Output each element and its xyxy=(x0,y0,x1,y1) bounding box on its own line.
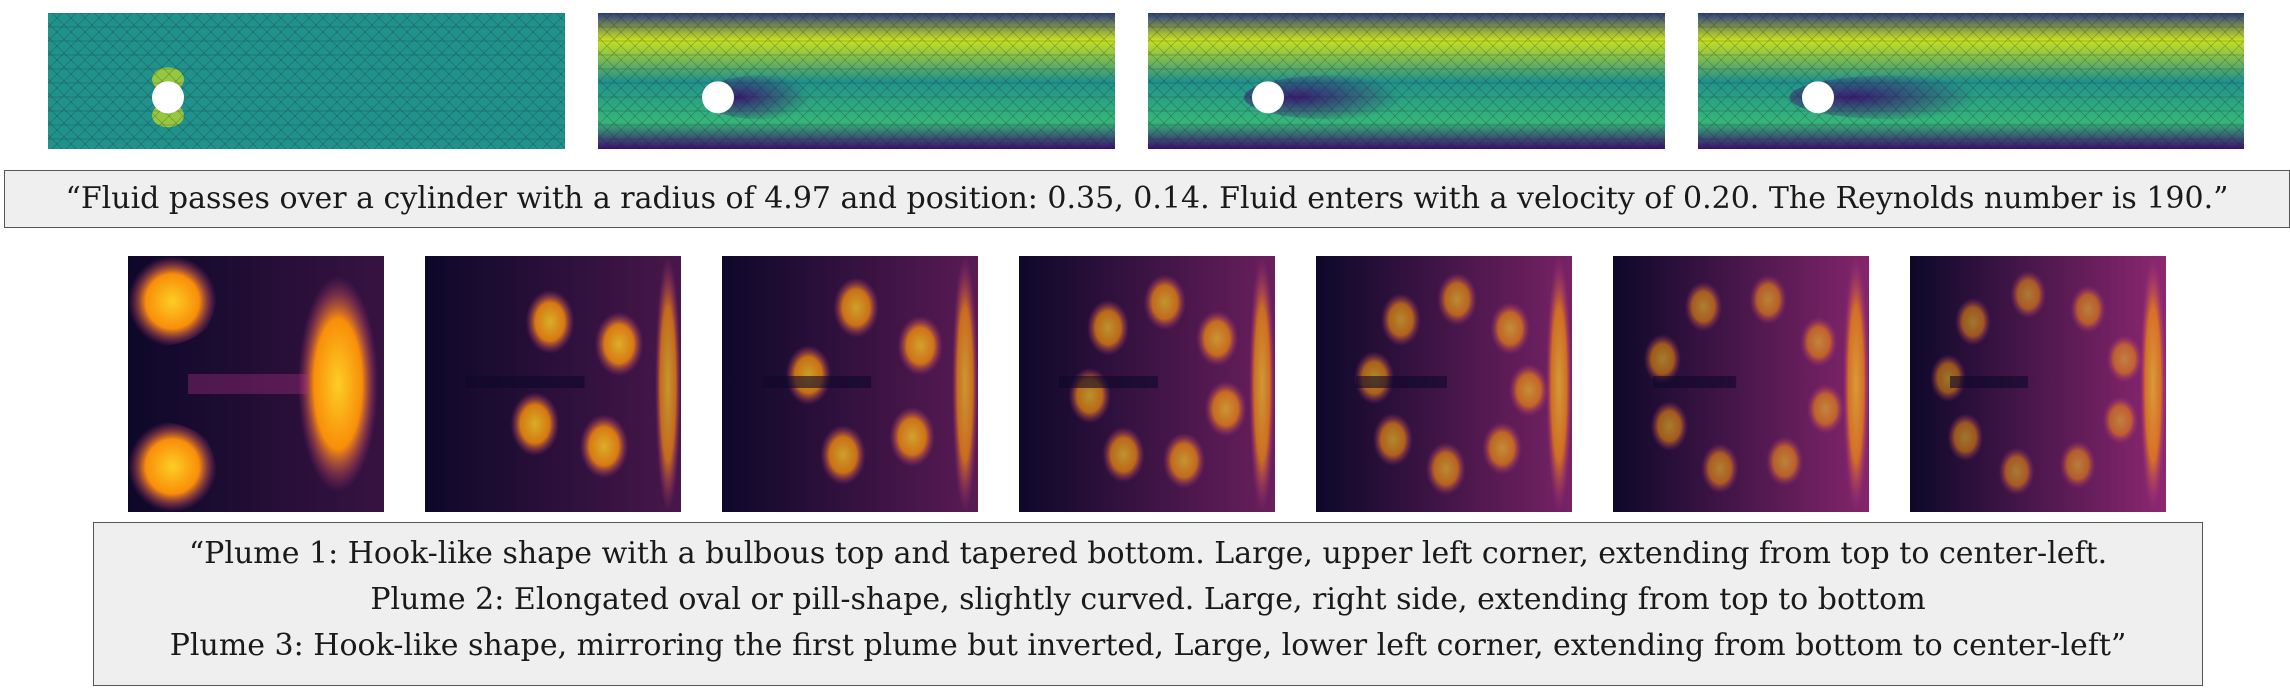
plume-swirl xyxy=(1799,316,1838,367)
plume-swirl xyxy=(525,289,575,354)
plume-stem xyxy=(1059,376,1158,388)
plume-swirl xyxy=(510,391,560,456)
plume-swirl xyxy=(2106,334,2143,383)
plume-swirl xyxy=(1102,426,1145,483)
plume-frame-1 xyxy=(128,256,384,512)
plume-swirl xyxy=(579,414,629,479)
plume-frame-4 xyxy=(1019,256,1275,512)
plume-swirl xyxy=(1372,413,1413,467)
plume-swirl xyxy=(1068,367,1111,424)
plume-swirl xyxy=(1806,383,1845,434)
mesh xyxy=(1698,13,2244,149)
plume-swirl xyxy=(2070,285,2107,334)
plume-swirl xyxy=(1701,443,1739,494)
plume-swirl xyxy=(2010,270,2047,319)
cylinder-obstacle xyxy=(1802,81,1834,114)
wake-region xyxy=(1789,75,1999,120)
plume-right-wall xyxy=(1249,256,1275,512)
plume-caption-line-2: Plume 2: Elongated oval or pill-shape, s… xyxy=(370,582,1926,617)
plume-swirl xyxy=(1195,310,1239,367)
plume-swirl xyxy=(1508,363,1549,417)
plume-2-pill xyxy=(298,276,378,492)
plume-swirl xyxy=(1425,442,1466,496)
flow-field xyxy=(598,13,1115,149)
plume-mixing-layer xyxy=(1613,256,1869,512)
plume-stem xyxy=(188,374,308,394)
flow-field xyxy=(1698,13,2244,149)
plume-frame-2 xyxy=(425,256,681,512)
plume-1-hook xyxy=(128,256,217,347)
cylinder-flow-caption: “Fluid passes over a cylinder with a rad… xyxy=(4,170,2290,228)
mesh xyxy=(598,13,1115,149)
cylinder-flow-frame-4 xyxy=(1698,13,2244,149)
plume-swirl xyxy=(1143,274,1186,331)
plume-swirl xyxy=(1490,301,1531,355)
plume-swirl xyxy=(1437,272,1478,326)
cylinder-obstacle xyxy=(152,81,184,114)
plume-caption: “Plume 1: Hook-like shape with a bulbous… xyxy=(93,522,2203,686)
plume-right-wall xyxy=(1843,256,1869,512)
plume-frame-3 xyxy=(722,256,978,512)
cylinder-obstacle xyxy=(1252,81,1284,114)
plume-right-wall xyxy=(655,256,681,512)
plume-stem xyxy=(1653,376,1737,388)
plume-right-wall xyxy=(2140,256,2166,512)
plume-3-hook xyxy=(128,421,217,512)
cylinder-obstacle xyxy=(702,81,734,114)
wake-region xyxy=(1244,75,1420,120)
plume-stem xyxy=(1950,376,2028,388)
plume-swirl xyxy=(1204,380,1247,437)
cylinder-flow-caption-text: “Fluid passes over a cylinder with a rad… xyxy=(65,181,2229,216)
plume-stem xyxy=(465,376,585,388)
plume-swirl xyxy=(889,406,935,467)
plume-caption-line-1: “Plume 1: Hook-like shape with a bulbous… xyxy=(188,536,2108,571)
plume-swirl xyxy=(897,315,944,376)
plume-frame-6 xyxy=(1613,256,1869,512)
flow-field xyxy=(48,13,565,149)
plume-swirl xyxy=(594,312,644,377)
plume-swirl xyxy=(833,277,879,338)
plume-swirl xyxy=(1955,297,1992,346)
plume-swirl xyxy=(1086,299,1130,356)
mesh xyxy=(48,13,565,149)
plume-swirl xyxy=(820,424,866,485)
plume-swirl xyxy=(1947,413,1984,462)
plume-stem xyxy=(1356,376,1447,388)
plume-swirl xyxy=(785,345,832,406)
cylinder-flow-frame-3 xyxy=(1148,13,1665,149)
plume-swirl xyxy=(2059,440,2096,489)
plume-swirl xyxy=(1684,281,1723,332)
plume-swirl xyxy=(1643,334,1682,385)
plume-swirl xyxy=(2102,396,2139,445)
plume-swirl xyxy=(1162,432,1206,489)
flow-field xyxy=(1148,13,1665,149)
plume-caption-line-3: Plume 3: Hook-like shape, mirroring the … xyxy=(169,628,2127,663)
plume-frame-7 xyxy=(1910,256,2166,512)
plume-right-wall xyxy=(1546,256,1572,512)
plume-frame-5 xyxy=(1316,256,1572,512)
plume-swirl xyxy=(1749,274,1787,325)
cylinder-flow-frame-2 xyxy=(598,13,1115,149)
plume-swirl xyxy=(1930,354,1967,403)
plume-swirl xyxy=(1380,293,1421,347)
cylinder-flow-frame-1 xyxy=(48,13,565,149)
plume-swirl xyxy=(1765,436,1804,487)
plume-swirl xyxy=(1998,447,2035,496)
mesh xyxy=(1148,13,1665,149)
plume-stem xyxy=(762,376,872,388)
plume-swirl xyxy=(1482,421,1523,475)
plume-swirl xyxy=(1650,401,1689,452)
plume-right-wall xyxy=(952,256,978,512)
wake-region xyxy=(701,75,823,120)
